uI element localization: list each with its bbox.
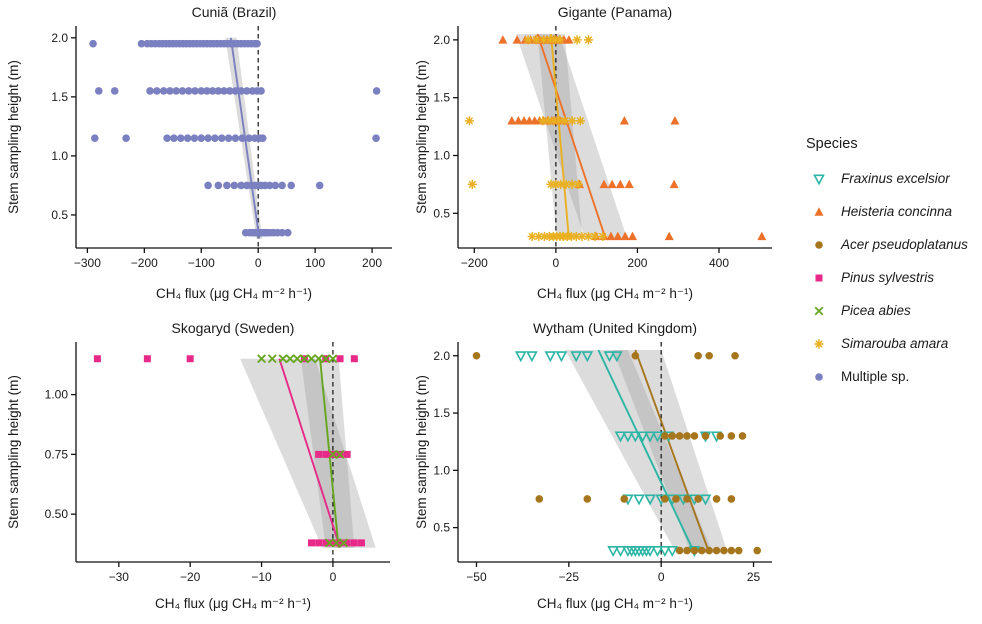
legend-item-acer-pseudoplatanus: Acer pseudoplatanus <box>806 228 982 261</box>
panel-skogaryd-sweden: −30 −20 −10 0 0.50 0.75 1.00 Skogaryd (Sweden) C… <box>0 318 402 618</box>
legend-title: Species <box>806 136 858 152</box>
y-tick-label: 1.5 <box>433 91 450 105</box>
legend-label: Picea abies <box>841 303 911 318</box>
data-points <box>93 354 365 548</box>
data-points <box>89 39 381 237</box>
y-tick-label: 2.0 <box>433 33 450 47</box>
x-tick-label: 100 <box>305 256 325 270</box>
triangle-down-open-icon <box>813 174 825 186</box>
x-tick-label: −50 <box>466 570 487 584</box>
x-tick-label: −20 <box>180 570 201 584</box>
legend-item-pinus-sylvestris: Pinus sylvestris <box>806 261 982 294</box>
panel-cunia-brazil: −300 −200 −100 0 100 200 0.5 1.0 1.5 2.0 Cuniã (Br… <box>0 2 402 308</box>
x-axis-label: CH₄ flux (μg CH₄ m⁻² h⁻¹) <box>156 286 312 301</box>
data-points <box>464 35 767 242</box>
x-tick-label: 200 <box>627 256 647 270</box>
axes <box>71 26 392 253</box>
y-axis-label: Stem sampling height (m) <box>6 375 21 529</box>
x-icon <box>814 306 824 315</box>
x-tick-label: −10 <box>251 570 272 584</box>
axes <box>71 342 390 567</box>
x-tick-label: 200 <box>362 256 382 270</box>
trend-lines <box>597 349 711 554</box>
axes <box>453 342 772 567</box>
y-tick-label: 2.0 <box>433 349 450 363</box>
asterisk-icon <box>814 338 824 349</box>
species-legend: Species Fraxinus excelsior Heisteria conc… <box>806 136 982 393</box>
y-tick-label: 1.0 <box>433 149 450 163</box>
legend-item-fraxinus-excelsior: Fraxinus excelsior <box>806 162 982 195</box>
chart-gigante: −200 0 200 400 0.5 1.0 1.5 2.0 Gigante (Panama) C… <box>414 4 772 301</box>
y-tick-label: 1.0 <box>433 463 450 477</box>
axes <box>453 26 772 253</box>
x-tick-label: 0 <box>330 570 337 584</box>
y-axis-label: Stem sampling height (m) <box>414 375 429 529</box>
legend-item-simarouba-amara: Simarouba amara <box>806 327 982 360</box>
x-tick-label: −200 <box>461 256 488 270</box>
y-axis-label: Stem sampling height (m) <box>414 60 429 214</box>
panel-gigante-panama: −200 0 200 400 0.5 1.0 1.5 2.0 Gigante (Panama) C… <box>408 2 788 308</box>
x-axis-label: CH₄ flux (μg CH₄ m⁻² h⁻¹) <box>537 596 693 611</box>
legend-item-heisteria-concinna: Heisteria concinna <box>806 195 982 228</box>
x-tick-label: 0 <box>255 256 262 270</box>
x-tick-label: −300 <box>74 256 101 270</box>
y-tick-label: 0.75 <box>45 447 69 461</box>
square-icon <box>815 274 823 281</box>
confidence-ribbons <box>240 358 376 548</box>
x-tick-label: −30 <box>109 570 130 584</box>
y-tick-label: 1.5 <box>51 90 68 104</box>
x-tick-label: −200 <box>131 256 158 270</box>
legend-item-picea-abies: Picea abies <box>806 294 982 327</box>
trend-lines <box>536 33 607 240</box>
y-tick-label: 0.5 <box>51 208 68 222</box>
legend-label: Fraxinus excelsior <box>841 171 950 186</box>
x-tick-label: 400 <box>709 256 729 270</box>
x-tick-label: 25 <box>747 570 761 584</box>
circle-icon <box>815 372 823 381</box>
panel-title: Cuniã (Brazil) <box>192 4 277 20</box>
y-tick-label: 2.0 <box>51 31 68 45</box>
y-tick-label: 1.00 <box>45 388 69 402</box>
triangle-icon <box>814 206 824 216</box>
legend-label: Simarouba amara <box>841 336 949 351</box>
legend-label: Acer pseudoplatanus <box>841 237 968 252</box>
y-tick-label: 1.5 <box>433 406 450 420</box>
x-axis-label: CH₄ flux (μg CH₄ m⁻² h⁻¹) <box>155 596 311 611</box>
panel-wytham-united-kingdom: −50 −25 0 25 0.5 1.0 1.5 2.0 Wytham (United King… <box>408 318 788 618</box>
circle-icon <box>815 240 823 249</box>
legend-label: Multiple sp. <box>841 369 910 384</box>
x-tick-label: 0 <box>658 570 665 584</box>
x-tick-label: 0 <box>553 256 560 270</box>
x-axis-label: CH₄ flux (μg CH₄ m⁻² h⁻¹) <box>537 286 693 301</box>
trend-lines <box>278 358 341 548</box>
legend-item-multiple-sp: Multiple sp. <box>806 360 982 393</box>
panel-title: Gigante (Panama) <box>558 4 672 20</box>
legend-label: Heisteria concinna <box>841 204 953 219</box>
y-axis-label: Stem sampling height (m) <box>6 60 21 214</box>
y-tick-label: 0.50 <box>45 507 69 521</box>
panel-title: Skogaryd (Sweden) <box>172 320 295 336</box>
legend-label: Pinus sylvestris <box>841 270 935 285</box>
chart-cunia: −300 −200 −100 0 100 200 0.5 1.0 1.5 2.0 Cuniã (Br… <box>6 4 392 301</box>
chart-wytham: −50 −25 0 25 0.5 1.0 1.5 2.0 Wytham (United King… <box>414 320 772 611</box>
y-tick-label: 1.0 <box>51 149 68 163</box>
x-tick-label: −100 <box>188 256 215 270</box>
chart-skogaryd: −30 −20 −10 0 0.50 0.75 1.00 Skogaryd (Sweden) C… <box>6 320 390 611</box>
legend-items: Fraxinus excelsior Heisteria concinna Acer… <box>806 162 982 393</box>
y-tick-label: 0.5 <box>433 521 450 535</box>
panel-title: Wytham (United Kingdom) <box>533 320 697 336</box>
y-tick-label: 0.5 <box>433 206 450 220</box>
x-tick-label: −25 <box>559 570 580 584</box>
data-points <box>472 351 762 558</box>
